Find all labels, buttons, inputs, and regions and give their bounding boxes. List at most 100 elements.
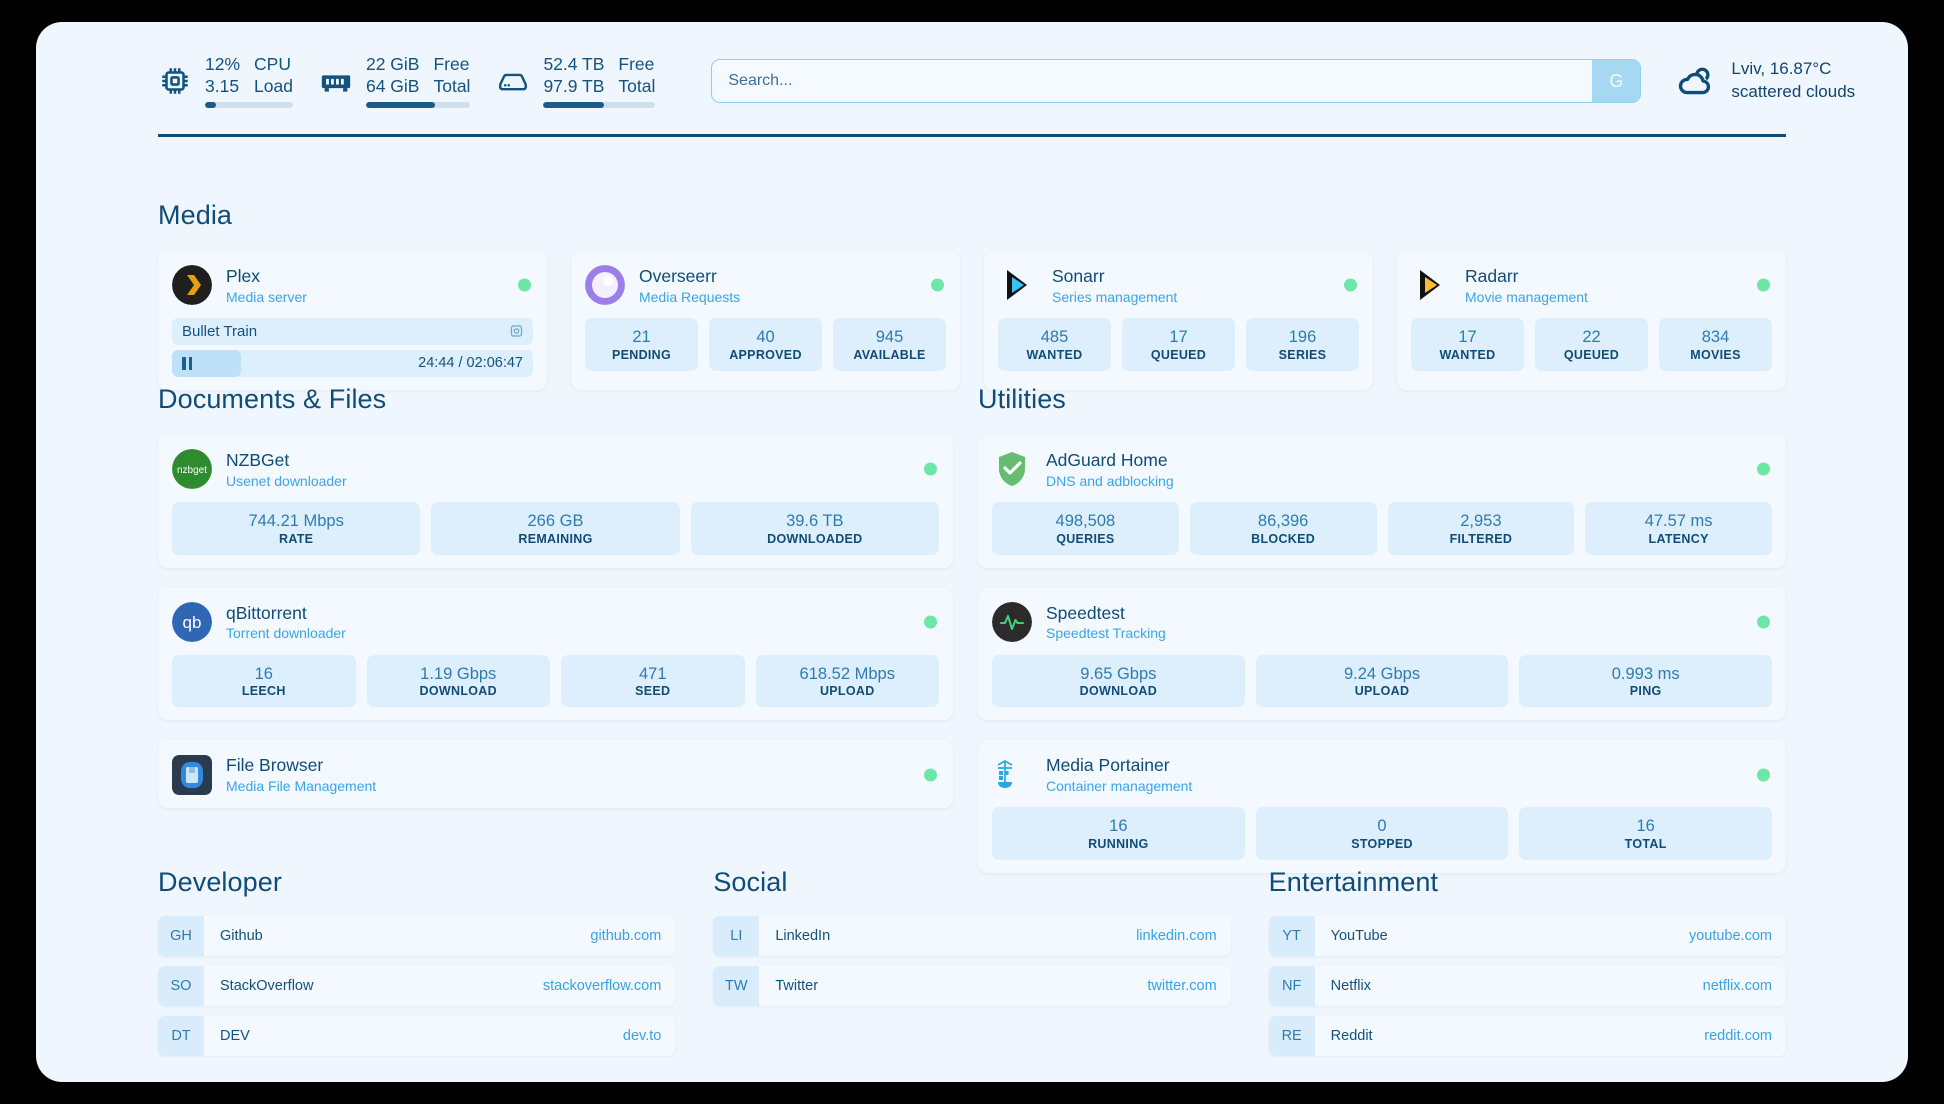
stat-tile: 618.52 Mbps UPLOAD — [755, 654, 939, 708]
bookmark-item-youtube[interactable]: YT YouTube youtube.com — [1268, 916, 1786, 956]
status-indicator — [1757, 462, 1770, 476]
service-card-nzbget[interactable]: nzbget NZBGet Usenet downloader 744.21 M… — [158, 435, 953, 568]
bookmark-item-linkedin[interactable]: LI LinkedIn linkedin.com — [713, 916, 1231, 956]
stat-value: 485 — [1040, 327, 1069, 346]
now-playing-time: 24:44 / 02:06:47 — [418, 355, 523, 372]
service-desc: Container management — [1046, 777, 1193, 794]
stat-value: 618.52 Mbps — [799, 664, 895, 683]
stat-tile: 945 AVAILABLE — [833, 317, 946, 371]
bookmark-group-developer: Developer GH Github github.com SO StackO… — [158, 867, 676, 1056]
bookmark-item-github[interactable]: GH Github github.com — [158, 916, 676, 956]
disk-total: 97.9 TB — [543, 75, 605, 96]
stat-tile: 834 MOVIES — [1659, 317, 1772, 371]
file-browser-icon — [172, 754, 212, 795]
stat-tile: 0 STOPPED — [1255, 807, 1509, 860]
service-card-plex[interactable]: Plex Media server Bullet Train — [158, 251, 547, 390]
bookmark-item-dev[interactable]: DT DEV dev.to — [158, 1016, 676, 1056]
service-desc: Torrent downloader — [226, 625, 346, 642]
search-submit-button[interactable]: G — [1592, 60, 1641, 102]
cast-icon[interactable] — [509, 324, 524, 339]
stat-tile: 16 RUNNING — [992, 807, 1245, 860]
service-card-sonarr[interactable]: Sonarr Series management 485 WANTED 17 Q… — [984, 251, 1373, 390]
service-card-overseerr[interactable]: Overseerr Media Requests 21 PENDING 40 A… — [571, 251, 960, 390]
stat-value: 86,396 — [1257, 511, 1309, 530]
status-indicator — [518, 278, 531, 292]
stat-tile: 196 SERIES — [1246, 317, 1359, 371]
ram-label2: Total — [433, 75, 471, 96]
ram-free: 22 GiB — [365, 54, 420, 75]
media-section-title: Media — [158, 200, 233, 230]
nzbget-icon: nzbget — [172, 449, 212, 490]
bookmark-item-twitter[interactable]: TW Twitter twitter.com — [713, 966, 1231, 1006]
stat-label: MOVIES — [1690, 347, 1741, 362]
system-stats-group: 12% 3.15 CPU Load — [158, 54, 656, 108]
stat-tile: 17 QUEUED — [1122, 317, 1235, 371]
pause-icon[interactable] — [182, 356, 192, 370]
dashboard-page: 12% 3.15 CPU Load — [36, 22, 1908, 1082]
service-card-adguard[interactable]: AdGuard Home DNS and adblocking 498,508 … — [978, 435, 1786, 568]
stat-label: UPLOAD — [1354, 684, 1410, 699]
stat-value: 0.993 ms — [1611, 664, 1680, 683]
ram-progress-fill — [365, 101, 435, 108]
bookmark-abbr: NF — [1268, 966, 1315, 1006]
stat-label: DOWNLOADED — [767, 531, 863, 546]
service-card-portainer[interactable]: Media Portainer Container management 16 … — [978, 740, 1786, 873]
service-card-radarr[interactable]: Radarr Movie management 17 WANTED 22 QUE… — [1397, 251, 1786, 390]
stat-value: 16 — [1636, 817, 1655, 836]
service-desc: Media server — [226, 288, 307, 305]
bookmark-name: Reddit — [1330, 1028, 1373, 1044]
service-card-qbittorrent[interactable]: qb qBittorrent Torrent downloader 16 LEE… — [158, 587, 953, 721]
stat-label: QUERIES — [1056, 531, 1115, 546]
bookmark-url: stackoverflow.com — [542, 978, 662, 994]
search-input[interactable] — [712, 60, 1593, 102]
stat-tile: 40 APPROVED — [709, 317, 822, 371]
stat-label: SERIES — [1278, 347, 1327, 362]
ram-progress-bar — [365, 101, 471, 108]
svg-text:nzbget: nzbget — [177, 465, 207, 476]
stat-value: 16 — [254, 664, 273, 683]
service-card-file-browser[interactable]: File Browser Media File Management — [158, 740, 953, 809]
adguard-icon — [992, 449, 1032, 489]
media-section: Media Plex Media server — [158, 200, 1786, 390]
bookmark-abbr: LI — [713, 916, 760, 956]
bookmark-item-reddit[interactable]: RE Reddit reddit.com — [1268, 1016, 1786, 1056]
bookmark-abbr: DT — [158, 1016, 204, 1056]
now-playing-title: Bullet Train — [182, 322, 258, 340]
stat-value: 9.24 Gbps — [1343, 664, 1421, 683]
cpu-stat: 12% 3.15 CPU Load — [158, 54, 293, 108]
service-card-speedtest[interactable]: Speedtest Speedtest Tracking 9.65 Gbps D… — [978, 587, 1786, 721]
stat-tile: 9.24 Gbps UPLOAD — [1255, 654, 1509, 708]
now-playing-progress[interactable]: 24:44 / 02:06:47 — [172, 349, 533, 377]
stat-label: WANTED — [1026, 347, 1083, 362]
stat-value: 2,953 — [1460, 511, 1502, 530]
bookmark-url: github.com — [590, 928, 662, 944]
speedtest-icon — [992, 602, 1032, 643]
bookmark-name: Twitter — [775, 978, 819, 994]
stat-value: 196 — [1288, 327, 1317, 346]
disk-progress-fill — [543, 101, 604, 108]
stat-value: 17 — [1458, 327, 1477, 346]
service-name: File Browser — [226, 755, 324, 776]
status-indicator — [931, 278, 944, 292]
search-bar[interactable]: G — [711, 59, 1642, 103]
stat-label: TOTAL — [1624, 836, 1667, 851]
status-indicator — [1757, 615, 1770, 629]
stat-value: 47.57 ms — [1644, 511, 1713, 530]
stat-value: 744.21 Mbps — [248, 511, 344, 530]
disk-icon — [496, 64, 530, 98]
bookmark-url: twitter.com — [1147, 978, 1217, 994]
status-indicator — [924, 462, 937, 476]
stat-label: DOWNLOAD — [419, 684, 497, 699]
scattered-clouds-icon — [1675, 60, 1717, 102]
bookmark-item-stackoverflow[interactable]: SO StackOverflow stackoverflow.com — [158, 966, 676, 1006]
stat-tile: 1.19 Gbps DOWNLOAD — [366, 654, 550, 708]
stat-label: BLOCKED — [1251, 531, 1316, 546]
header-bar: 12% 3.15 CPU Load — [36, 22, 1908, 140]
bookmark-item-netflix[interactable]: NF Netflix netflix.com — [1268, 966, 1786, 1006]
cpu-loadavg: 3.15 — [205, 75, 240, 96]
stat-value: 1.19 Gbps — [420, 664, 497, 683]
bookmark-abbr: TW — [713, 966, 760, 1006]
stat-label: LEECH — [241, 684, 286, 699]
stat-label: SEED — [635, 684, 671, 699]
service-name: Sonarr — [1052, 266, 1105, 286]
